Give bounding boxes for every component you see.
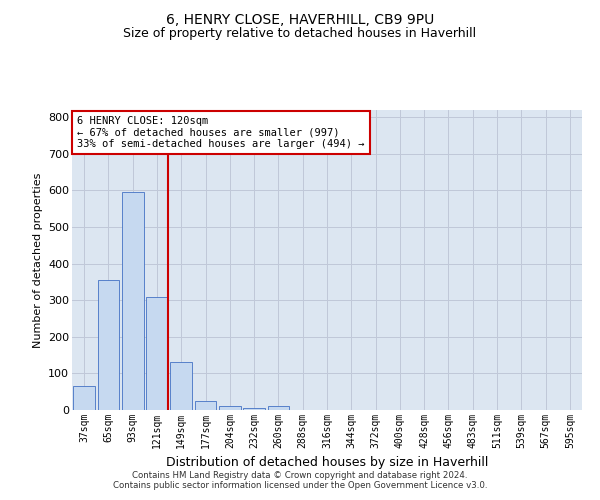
Bar xyxy=(268,406,289,410)
Text: Contains HM Land Registry data © Crown copyright and database right 2024.
Contai: Contains HM Land Registry data © Crown c… xyxy=(113,470,487,490)
Bar xyxy=(97,280,119,410)
X-axis label: Distribution of detached houses by size in Haverhill: Distribution of detached houses by size … xyxy=(166,456,488,469)
Text: 6, HENRY CLOSE, HAVERHILL, CB9 9PU: 6, HENRY CLOSE, HAVERHILL, CB9 9PU xyxy=(166,12,434,26)
Bar xyxy=(219,406,241,410)
Bar xyxy=(146,296,168,410)
Bar xyxy=(122,192,143,410)
Text: Size of property relative to detached houses in Haverhill: Size of property relative to detached ho… xyxy=(124,28,476,40)
Y-axis label: Number of detached properties: Number of detached properties xyxy=(32,172,43,348)
Bar xyxy=(194,401,217,410)
Bar xyxy=(243,408,265,410)
Bar xyxy=(73,386,95,410)
Text: 6 HENRY CLOSE: 120sqm
← 67% of detached houses are smaller (997)
33% of semi-det: 6 HENRY CLOSE: 120sqm ← 67% of detached … xyxy=(77,116,365,149)
Bar xyxy=(170,362,192,410)
